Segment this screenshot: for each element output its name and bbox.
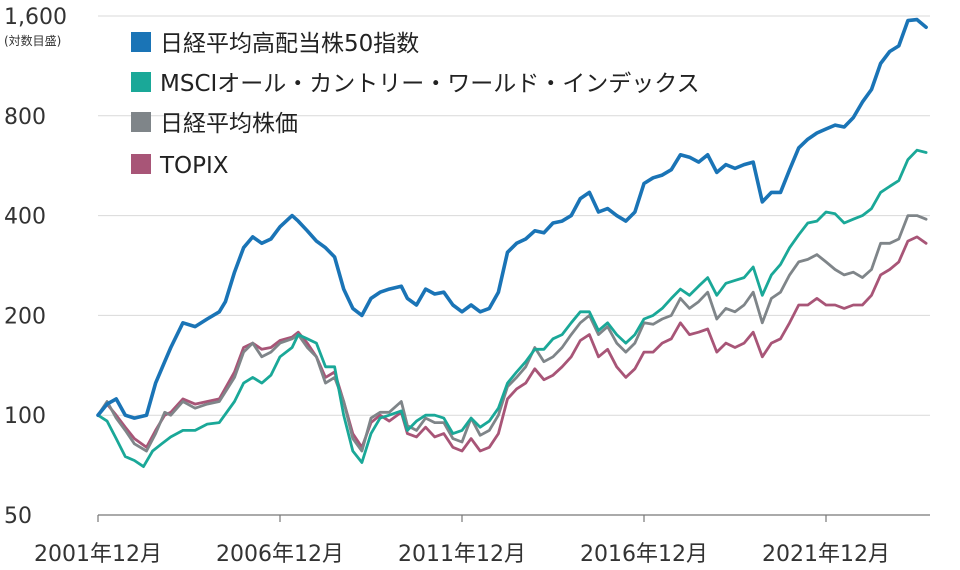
- x-tick-label: 2016年12月: [580, 542, 708, 567]
- legend-swatch: [131, 154, 151, 174]
- series-lines: [96, 17, 928, 468]
- y-tick-label: 50: [4, 504, 32, 529]
- legend: 日経平均高配当株50指数 MSCIオール・カントリー・ワールド・インデックス日経平…: [131, 31, 700, 179]
- series-line-nikkei-225: [96, 214, 928, 453]
- series-line-msci-acwi: [96, 148, 928, 468]
- legend-swatch: [131, 72, 151, 92]
- gridlines: [98, 15, 930, 416]
- legend-label: 日経平均高配当株50指数: [160, 31, 419, 57]
- legend-label: 日経平均株価: [160, 111, 298, 137]
- y-tick-label: 1,600: [4, 5, 67, 30]
- x-tick-labels: 2001年12月 2006年12月 2011年12月 2016年12月 2021年12月: [34, 515, 890, 567]
- legend-swatch: [131, 112, 151, 132]
- legend-label: TOPIX: [159, 153, 229, 179]
- legend-swatch: [131, 32, 151, 52]
- y-tick-label: 100: [4, 404, 46, 429]
- y-tick-label: 800: [4, 105, 46, 130]
- x-tick-label: 2011年12月: [398, 542, 526, 567]
- series-line-nikkei-high-dividend-50: [96, 17, 928, 420]
- y-tick-labels: 50 100 200 400 800 1,600: [4, 5, 67, 529]
- y-axis-label: (対数目盛): [4, 33, 61, 48]
- y-tick-label: 400: [4, 205, 46, 230]
- legend-label: MSCIオール・カントリー・ワールド・インデックス: [160, 71, 700, 97]
- x-tick-label: 2001年12月: [34, 542, 162, 567]
- x-tick-label: 2006年12月: [216, 542, 344, 567]
- y-tick-label: 200: [4, 304, 46, 329]
- x-tick-label: 2021年12月: [762, 542, 890, 567]
